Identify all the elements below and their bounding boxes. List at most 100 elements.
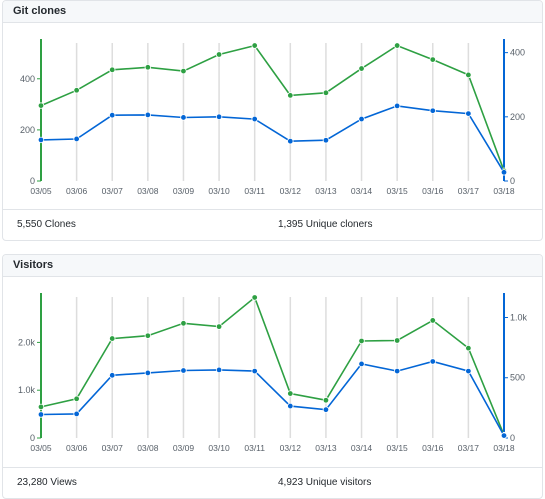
unique-data-point xyxy=(37,136,45,144)
x-axis-date-label: 03/06 xyxy=(66,186,88,196)
unique-data-point xyxy=(322,137,330,144)
total-data-point xyxy=(393,337,401,344)
total-data-point xyxy=(109,335,116,342)
left-axis-tick-label: 2.0k xyxy=(18,337,36,347)
left-axis-tick-label: 0 xyxy=(30,433,35,443)
git-clones-title: Git clones xyxy=(3,1,542,23)
x-axis-date-label: 03/09 xyxy=(173,186,195,196)
unique-visitors-count: 4,923 Unique visitors xyxy=(278,477,372,488)
x-axis-date-label: 03/07 xyxy=(102,186,124,196)
unique-data-point xyxy=(358,360,365,368)
x-axis-date-label: 03/06 xyxy=(66,443,88,453)
total-data-point xyxy=(465,71,472,79)
x-axis-date-label: 03/11 xyxy=(244,186,265,196)
unique-data-point xyxy=(287,402,294,410)
unique-data-point xyxy=(287,138,294,145)
total-data-point xyxy=(109,66,116,74)
unique-cloners-count: 1,395 Unique cloners xyxy=(278,219,373,230)
total-data-point xyxy=(465,344,472,352)
x-axis-date-label: 03/10 xyxy=(208,186,230,196)
x-axis-date-label: 03/12 xyxy=(280,443,302,453)
unique-data-point xyxy=(180,114,187,121)
unique-data-point xyxy=(215,113,223,121)
left-axis-tick-label: 0 xyxy=(30,176,35,186)
total-data-point xyxy=(37,102,45,109)
unique-data-point xyxy=(429,358,436,365)
x-axis-date-label: 03/10 xyxy=(208,443,230,453)
total-data-point xyxy=(215,51,223,58)
left-axis-tick-label: 400 xyxy=(20,74,35,84)
unique-data-point xyxy=(73,135,80,143)
unique-data-point xyxy=(358,115,365,123)
total-series-line xyxy=(40,296,505,436)
total-data-point xyxy=(322,397,330,404)
x-axis-date-label: 03/16 xyxy=(422,186,444,196)
total-data-point xyxy=(37,403,45,411)
total-data-point xyxy=(287,92,294,99)
right-axis-tick-label: 0 xyxy=(510,433,515,443)
total-data-point xyxy=(429,56,436,63)
x-axis-date-label: 03/13 xyxy=(315,443,337,453)
visitors-summary: 23,280 Views 4,923 Unique visitors xyxy=(3,467,542,498)
right-axis-tick-label: 1.0k xyxy=(510,312,528,322)
x-axis-date-label: 03/12 xyxy=(280,186,302,196)
unique-data-point xyxy=(393,102,401,110)
total-series-line xyxy=(40,44,505,172)
total-data-point xyxy=(215,323,223,330)
unique-data-point xyxy=(109,372,116,379)
total-data-point xyxy=(73,87,80,94)
unique-data-point xyxy=(322,406,330,413)
visitors-panel: Visitors 0 1.0k 2.0k 0 500 1.0k 03/05 03/06 03/0… xyxy=(2,254,543,499)
right-axis-tick-label: 500 xyxy=(510,373,525,383)
unique-series-line xyxy=(40,360,505,436)
unique-data-point xyxy=(500,432,508,439)
unique-data-point xyxy=(144,111,152,119)
git-clones-summary: 5,550 Clones 1,395 Unique cloners xyxy=(3,209,542,240)
right-axis-tick-label: 200 xyxy=(510,112,525,122)
total-clones-count: 5,550 Clones xyxy=(17,219,76,230)
x-axis-date-label: 03/18 xyxy=(493,186,515,196)
unique-data-point xyxy=(37,411,45,418)
total-data-point xyxy=(429,317,436,324)
total-data-point xyxy=(180,67,187,75)
total-data-point xyxy=(287,390,294,397)
total-data-point xyxy=(251,294,258,301)
x-axis-date-label: 03/18 xyxy=(493,443,515,453)
unique-data-point xyxy=(215,366,223,374)
unique-data-point xyxy=(251,115,258,123)
total-data-point xyxy=(358,337,365,345)
x-axis-date-label: 03/14 xyxy=(351,186,373,196)
git-clones-chart: 0 200 400 0 200 400 03/05 03/06 03/07 03/08 03/09 0… xyxy=(20,39,525,196)
x-axis-date-label: 03/13 xyxy=(315,186,337,196)
unique-series-line xyxy=(40,105,505,173)
x-axis-date-label: 03/17 xyxy=(458,443,480,453)
x-axis-date-label: 03/08 xyxy=(137,443,159,453)
x-axis-date-label: 03/11 xyxy=(244,443,265,453)
unique-data-point xyxy=(73,410,80,418)
right-axis-tick-label: 0 xyxy=(510,176,515,186)
visitors-chart: 0 1.0k 2.0k 0 500 1.0k 03/05 03/06 03/07 03/08 03/… xyxy=(18,293,528,453)
visitors-title: Visitors xyxy=(3,255,542,277)
x-axis-date-label: 03/14 xyxy=(351,443,373,453)
x-axis-date-label: 03/15 xyxy=(387,186,409,196)
total-views-count: 23,280 Views xyxy=(17,477,77,488)
total-data-point xyxy=(393,42,401,49)
x-axis-date-label: 03/05 xyxy=(30,443,52,453)
unique-data-point xyxy=(144,369,152,377)
total-data-point xyxy=(144,332,152,339)
unique-data-point xyxy=(251,367,258,375)
total-data-point xyxy=(73,395,80,403)
unique-data-point xyxy=(109,112,116,119)
total-data-point xyxy=(144,64,152,71)
git-clones-panel: Git clones 0 200 400 0 200 400 03/05 03/06 03/07… xyxy=(2,0,543,241)
x-axis-date-label: 03/15 xyxy=(387,443,409,453)
total-data-point xyxy=(322,89,330,97)
x-axis-date-label: 03/09 xyxy=(173,443,195,453)
x-axis-date-label: 03/07 xyxy=(102,443,124,453)
total-data-point xyxy=(251,42,258,49)
left-axis-tick-label: 200 xyxy=(20,125,35,135)
unique-data-point xyxy=(465,110,472,117)
x-axis-date-label: 03/17 xyxy=(458,186,480,196)
unique-data-point xyxy=(393,367,401,375)
unique-data-point xyxy=(429,107,436,114)
